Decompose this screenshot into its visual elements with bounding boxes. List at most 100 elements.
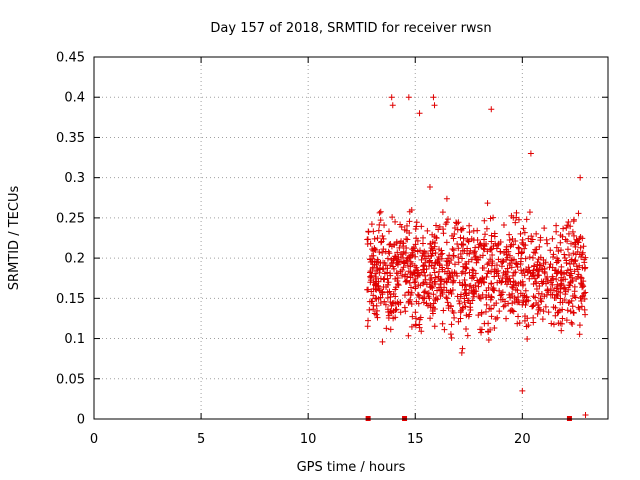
data-point (529, 254, 536, 261)
data-point (399, 251, 406, 258)
data-point (408, 284, 415, 291)
data-point (371, 246, 378, 253)
data-point (577, 274, 584, 281)
data-point (397, 221, 404, 228)
y-tick-label: 0.3 (64, 171, 85, 186)
data-point (389, 102, 396, 109)
data-point (478, 329, 485, 336)
data-point (468, 256, 475, 263)
data-point (465, 258, 472, 265)
data-point (569, 228, 576, 235)
data-point (493, 300, 500, 307)
data-point (379, 249, 386, 256)
data-point (557, 247, 564, 254)
data-point (488, 280, 495, 287)
data-point (371, 235, 378, 242)
data-point (579, 293, 586, 300)
chart-title: Day 157 of 2018, SRMTID for receiver rws… (210, 21, 491, 36)
data-point (582, 289, 589, 296)
data-point (370, 302, 377, 309)
data-point (568, 297, 575, 304)
data-point (405, 94, 412, 101)
data-point (459, 268, 466, 275)
data-point (443, 294, 450, 301)
data-point (553, 244, 560, 251)
data-point (432, 274, 439, 281)
data-point (568, 240, 575, 247)
data-point (481, 279, 488, 286)
data-point (459, 304, 466, 311)
data-point (385, 248, 392, 255)
data-point (480, 245, 487, 252)
data-point (503, 248, 510, 255)
data-point (438, 255, 445, 262)
data-point (542, 303, 549, 310)
data-point (570, 309, 577, 316)
data-point (484, 261, 491, 268)
data-point (385, 228, 392, 235)
data-point (500, 258, 507, 265)
data-point (522, 242, 529, 249)
data-point (369, 264, 376, 271)
data-point (575, 304, 582, 311)
data-point (459, 345, 466, 352)
data-point (559, 299, 566, 306)
data-point (528, 233, 535, 240)
data-point (380, 283, 387, 290)
data-point (411, 279, 418, 286)
data-point (385, 314, 392, 321)
data-point (430, 265, 437, 272)
data-point (512, 269, 519, 276)
data-point (466, 311, 473, 318)
data-point (523, 323, 530, 330)
data-point (370, 292, 377, 299)
data-point (407, 269, 414, 276)
data-point (401, 273, 408, 280)
data-point (365, 317, 372, 324)
data-point (384, 269, 391, 276)
data-point (500, 222, 507, 229)
data-point (509, 272, 516, 279)
data-point (518, 267, 525, 274)
data-point (485, 260, 492, 267)
data-point (509, 300, 516, 307)
data-point (469, 266, 476, 273)
data-point (569, 293, 576, 300)
data-point (413, 219, 420, 226)
data-point (381, 276, 388, 283)
data-point (479, 275, 486, 282)
data-point (553, 276, 560, 283)
data-point (485, 268, 492, 275)
data-point (472, 254, 479, 261)
data-point (453, 220, 460, 227)
data-point (537, 254, 544, 261)
data-point (374, 266, 381, 273)
data-point (461, 247, 468, 254)
data-point (475, 312, 482, 319)
data-point (536, 283, 543, 290)
data-point (582, 311, 589, 318)
data-point (413, 298, 420, 305)
data-point (458, 241, 465, 248)
data-point (364, 286, 371, 293)
data-point (582, 411, 589, 418)
data-point (552, 295, 559, 302)
data-point (419, 263, 426, 270)
data-point (394, 281, 401, 288)
data-point (559, 315, 566, 322)
data-point (377, 275, 384, 282)
data-point (459, 255, 466, 262)
data-point (442, 221, 449, 228)
data-point (448, 290, 455, 297)
data-point (540, 278, 547, 285)
data-point (435, 268, 442, 275)
data-point (426, 263, 433, 270)
data-point (508, 307, 515, 314)
data-point (493, 245, 500, 252)
data-point (374, 307, 381, 314)
data-point (380, 259, 387, 266)
y-tick-label: 0 (77, 413, 85, 428)
x-tick-label: 15 (407, 432, 424, 447)
data-point (529, 303, 536, 310)
data-point (420, 250, 427, 257)
